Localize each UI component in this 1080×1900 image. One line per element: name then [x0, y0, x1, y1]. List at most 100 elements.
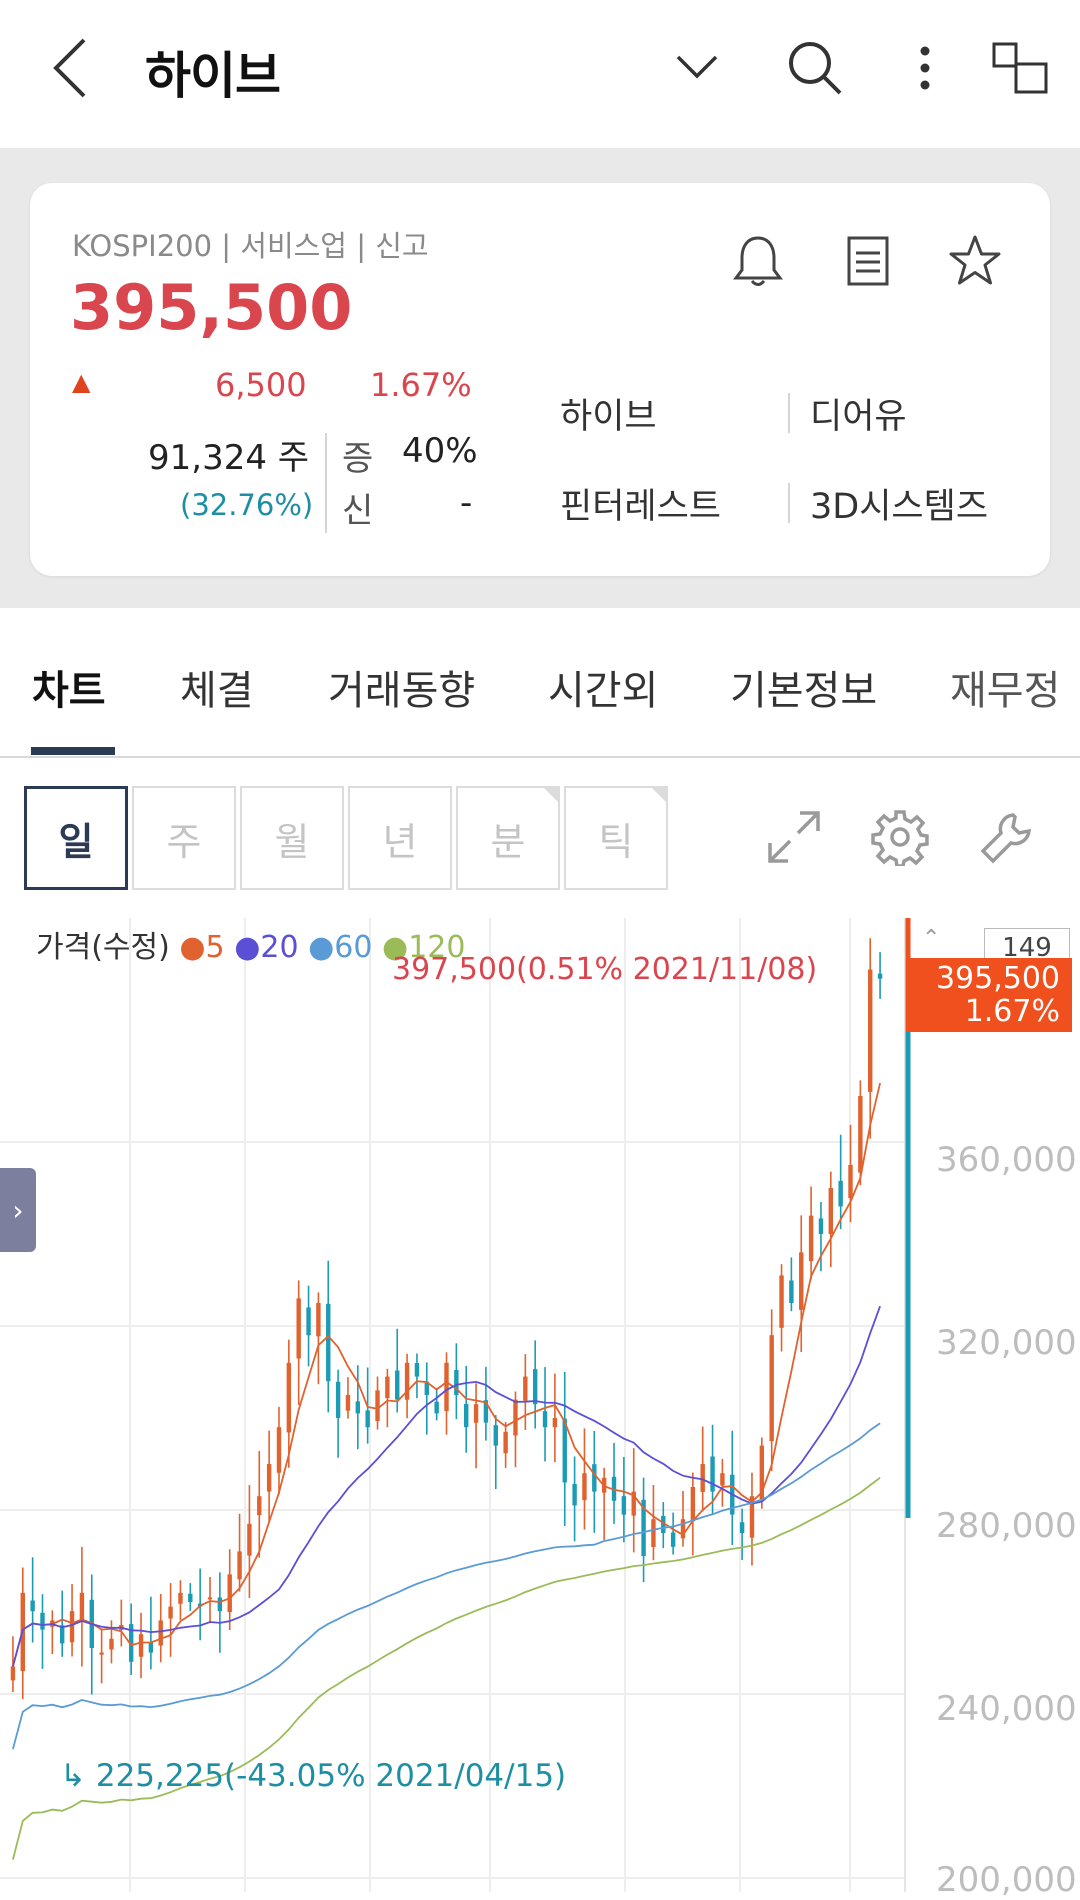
related-stock-1[interactable]: 하이브	[560, 397, 657, 437]
price-chart[interactable]: 가격(수정) ●5 ●20 ●60 ●120 397,500(0.51% 202…	[0, 918, 1080, 1900]
legend-ma120: ●120	[382, 930, 466, 965]
volume: 91,324 주	[148, 438, 310, 478]
candle-body	[562, 1418, 567, 1483]
candle-body	[30, 1600, 35, 1612]
candle-body	[621, 1496, 627, 1515]
memo-icon[interactable]	[840, 233, 896, 289]
margin-label: 증	[342, 439, 374, 479]
candle-body	[631, 1491, 636, 1516]
candle-body	[138, 1634, 144, 1657]
legend-label: 가격(수정)	[36, 930, 170, 965]
tab-after-hours[interactable]: 시간외	[548, 668, 659, 714]
related-stock-3[interactable]: 핀터레스트	[560, 487, 722, 527]
back-icon[interactable]	[40, 30, 100, 106]
low-annotation-text: 225,225(-43.05% 2021/04/15)	[95, 1758, 567, 1794]
candle-body	[424, 1381, 429, 1395]
divider	[788, 393, 790, 433]
candle-body	[109, 1638, 114, 1650]
tab-trades[interactable]: 체결	[180, 668, 254, 714]
ma20-line	[12, 1305, 881, 1667]
candle-body	[700, 1464, 705, 1492]
candle-body	[572, 1483, 577, 1506]
candle-body	[385, 1376, 390, 1399]
more-vertical-icon[interactable]	[910, 38, 940, 98]
candle-body	[444, 1362, 449, 1412]
app-header: 하이브	[0, 0, 1080, 148]
expand-icon[interactable]	[762, 805, 826, 869]
period-month-button[interactable]: 월	[240, 786, 344, 890]
stock-meta: KOSPI200 | 서비스업 | 신고	[72, 229, 429, 263]
candle-body	[217, 1597, 223, 1612]
period-label: 일	[58, 819, 94, 864]
multi-window-icon[interactable]	[990, 38, 1050, 98]
period-year-button[interactable]: 년	[348, 786, 452, 890]
candlestick-chart[interactable]	[0, 918, 1080, 1892]
candle-body	[237, 1551, 242, 1580]
y-tick-label: 320,000	[936, 1323, 1077, 1363]
candle-body	[79, 1592, 85, 1620]
candle-body	[651, 1519, 656, 1547]
candle-body	[158, 1620, 163, 1646]
ma120-line	[12, 1476, 881, 1860]
candle-body	[670, 1532, 676, 1547]
candle-body	[513, 1399, 518, 1436]
candle-body	[168, 1606, 173, 1619]
candle-body	[582, 1473, 587, 1501]
candle-body	[247, 1523, 252, 1556]
candle-body	[326, 1303, 331, 1382]
legend-ma60: ●60	[308, 930, 373, 965]
current-price-tag-rate: 1.67%	[964, 994, 1060, 1029]
candle-body	[375, 1390, 380, 1422]
tab-chart[interactable]: 차트	[32, 668, 106, 714]
period-day-button[interactable]: 일	[24, 786, 128, 890]
candle-body	[355, 1401, 361, 1414]
candle-body	[464, 1404, 469, 1428]
candle-body	[345, 1395, 351, 1411]
candle-body	[59, 1625, 65, 1644]
tab-trading-trend[interactable]: 거래동향	[328, 668, 476, 714]
period-label: 틱	[598, 819, 634, 864]
candle-body	[592, 1464, 597, 1492]
legend: 가격(수정) ●5 ●20 ●60 ●120	[36, 922, 465, 966]
candle-body	[877, 973, 883, 979]
candle-body	[680, 1519, 686, 1539]
search-icon[interactable]	[785, 38, 845, 98]
candle-body	[40, 1612, 45, 1630]
low-annotation: ↳ 225,225(-43.05% 2021/04/15)	[60, 1758, 567, 1794]
ma60-line	[12, 1422, 881, 1750]
up-arrow-icon: ▲	[72, 368, 91, 396]
candle-body	[739, 1522, 745, 1533]
candle-body	[227, 1574, 232, 1613]
period-week-button[interactable]: 주	[132, 786, 236, 890]
candle-body	[720, 1473, 725, 1486]
y-tick-label: 360,000	[936, 1140, 1077, 1180]
candle-body	[148, 1641, 154, 1653]
side-panel-toggle[interactable]: ›	[0, 1168, 36, 1252]
chevron-down-icon[interactable]	[672, 42, 722, 92]
candle-body	[266, 1464, 272, 1492]
candle-body	[769, 1335, 774, 1442]
period-label: 분	[490, 819, 526, 864]
star-icon[interactable]	[945, 231, 1005, 291]
period-label: 월	[274, 819, 310, 864]
period-minute-button[interactable]: 분	[456, 786, 560, 890]
candle-body	[641, 1499, 646, 1556]
y-tick-label: 200,000	[936, 1860, 1077, 1900]
tab-financials[interactable]: 재무정	[950, 668, 1061, 714]
settings-gear-icon[interactable]	[868, 805, 932, 869]
candle-body	[414, 1363, 420, 1377]
candle-body	[483, 1400, 489, 1423]
bell-icon[interactable]	[730, 233, 786, 289]
period-tick-button[interactable]: 틱	[564, 786, 668, 890]
price-change: 6,500	[215, 366, 307, 404]
divider	[788, 483, 790, 523]
tab-basic-info[interactable]: 기본정보	[730, 668, 878, 714]
candle-body	[493, 1425, 498, 1446]
candle-body	[434, 1401, 439, 1414]
candle-body	[10, 1666, 16, 1681]
candle-body	[523, 1376, 528, 1401]
related-stock-2[interactable]: 디어유	[810, 397, 907, 437]
wrench-icon[interactable]	[975, 805, 1039, 869]
page-title: 하이브	[145, 47, 281, 105]
related-stock-4[interactable]: 3D시스템즈	[810, 487, 989, 527]
